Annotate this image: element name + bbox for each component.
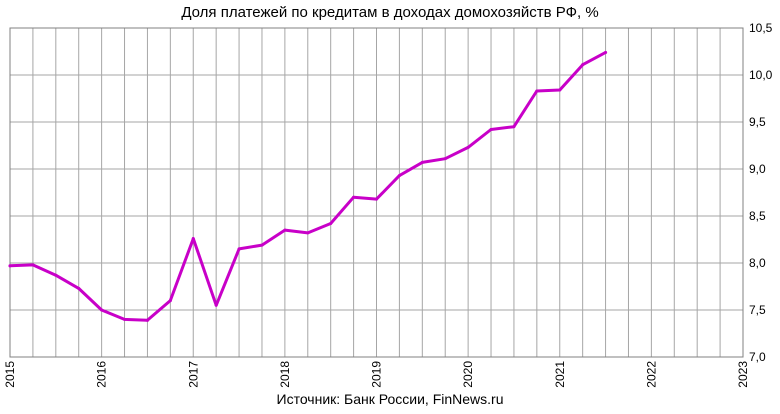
data-point — [443, 157, 447, 161]
data-point — [329, 222, 333, 226]
data-point — [558, 88, 562, 92]
y-tick-label: 7,0 — [749, 350, 766, 364]
data-point — [352, 195, 356, 199]
data-point — [100, 308, 104, 312]
x-tick-label: 2023 — [736, 361, 750, 388]
x-tick-label: 2016 — [95, 361, 109, 388]
data-point — [397, 174, 401, 178]
y-tick-label: 7,5 — [749, 303, 766, 317]
x-tick-label: 2018 — [278, 361, 292, 388]
plot-border — [9, 27, 744, 358]
data-point — [283, 228, 287, 232]
data-point — [31, 263, 35, 267]
y-tick-label: 9,0 — [749, 162, 766, 176]
data-point — [306, 231, 310, 235]
data-point — [466, 145, 470, 149]
x-tick-label: 2019 — [370, 361, 384, 388]
y-tick-label: 10,5 — [749, 21, 773, 35]
data-point — [260, 243, 264, 247]
x-tick-label: 2015 — [3, 361, 17, 388]
data-point — [535, 89, 539, 93]
data-point — [237, 247, 241, 251]
y-tick-label: 10,0 — [749, 68, 773, 82]
data-point — [145, 318, 149, 322]
data-point — [604, 50, 608, 54]
data-point — [77, 286, 81, 290]
data-point — [214, 303, 218, 307]
chart-title: Доля платежей по кредитам в доходах домо… — [181, 4, 599, 21]
data-point — [489, 128, 493, 132]
x-tick-label: 2022 — [644, 361, 658, 388]
data-point — [123, 317, 127, 321]
data-point — [581, 63, 585, 67]
data-point — [420, 160, 424, 164]
data-point — [54, 273, 58, 277]
data-point — [512, 125, 516, 129]
chart-source: Источник: Банк России, FinNews.ru — [276, 391, 504, 407]
data-point — [8, 264, 12, 268]
data-point — [191, 237, 195, 241]
data-point — [168, 299, 172, 303]
x-tick-label: 2020 — [461, 361, 475, 388]
x-tick-label: 2017 — [186, 361, 200, 388]
y-tick-label: 9,5 — [749, 115, 766, 129]
y-tick-label: 8,0 — [749, 256, 766, 270]
x-tick-label: 2021 — [553, 361, 567, 388]
y-tick-label: 8,5 — [749, 209, 766, 223]
data-point — [375, 197, 378, 201]
